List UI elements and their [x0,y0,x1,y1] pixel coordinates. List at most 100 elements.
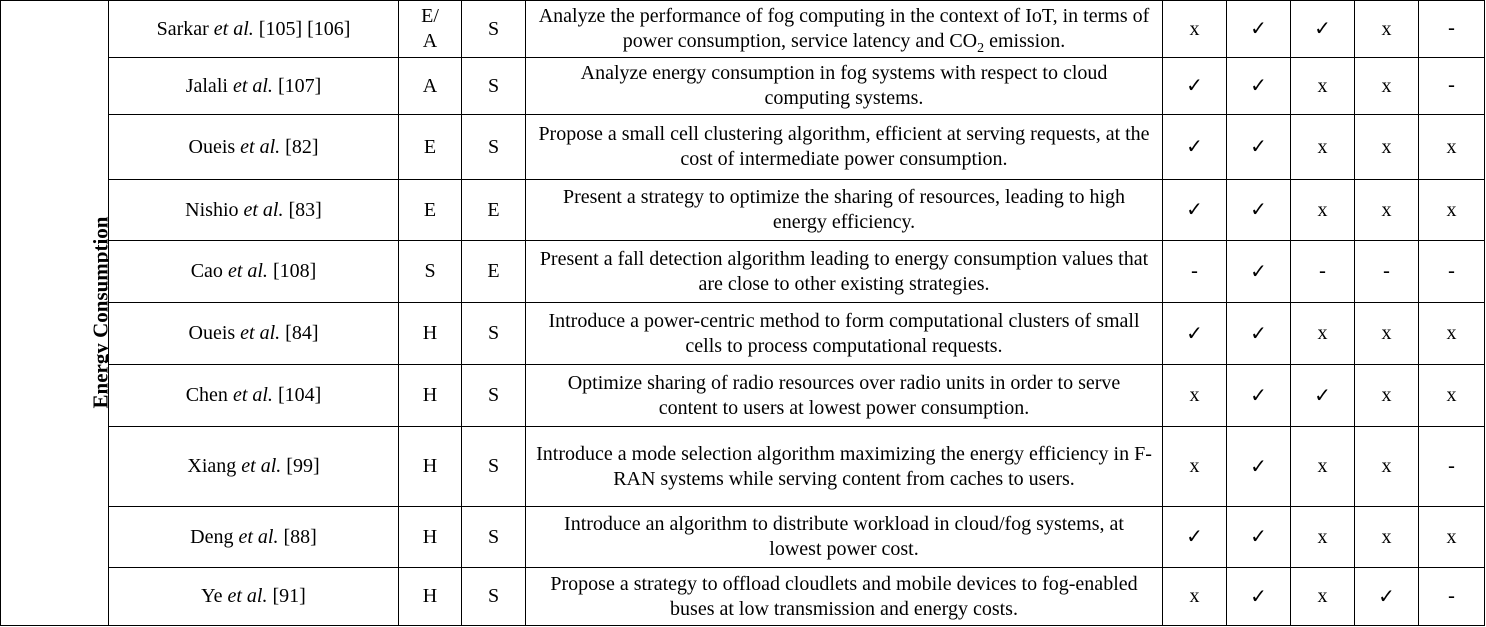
check-mark: ✓ [1250,320,1267,345]
criterion-mark-cell: x [1162,426,1227,507]
reference-cell: Oueis et al. [84] [108,302,399,365]
criterion-mark-cell: x [1290,302,1355,365]
check-mark: ✓ [1250,453,1267,478]
category-label: Energy Consumption [88,216,109,409]
evaluation-cell: S [461,426,526,507]
author-name: Xiang [187,455,237,477]
et-al: et al. [232,384,273,406]
check-mark: ✓ [1250,197,1267,221]
cross-mark: x [1381,74,1392,97]
criterion-mark-cell: x [1290,426,1355,507]
description-subscript: 2 [977,41,985,56]
cross-mark: x [1189,455,1200,477]
criterion-mark-cell: x [1354,426,1419,507]
reference-cell: Nishio et al. [83] [108,179,399,241]
check-mark: ✓ [1314,382,1331,407]
author-name: Nishio [185,198,239,221]
description-cell: Optimize sharing of radio resources over… [525,364,1163,427]
author-name: Sarkar [156,17,209,40]
table-row: Oueis et al. [82] E S Propose a small cell … [1,114,1485,180]
check-mark: ✓ [1250,73,1267,97]
table-row: Chen et al. [104] H S Optimize sharing of r… [1,364,1485,427]
cross-mark: x [1446,525,1457,548]
et-al: et al. [227,260,268,282]
table-row: Oueis et al. [84] H S Introduce a power-cen… [1,302,1485,365]
citation-number: [107] [277,74,322,97]
cross-mark: x [1317,525,1328,548]
table-row: Cao et al. [108] S E Present a fall detecti… [1,240,1485,303]
cross-mark: x [1317,322,1328,344]
criterion-mark-cell: - [1418,240,1485,303]
reference-cell: Cao et al. [108] [108,240,399,303]
cross-mark: x [1381,455,1392,477]
cross-mark: x [1381,198,1392,221]
criterion-mark-cell: x [1290,179,1355,241]
criterion-mark-cell: x [1290,506,1355,568]
criterion-mark-cell: ✓ [1226,567,1291,626]
criterion-mark-cell: ✓ [1162,114,1227,180]
cross-mark: x [1446,384,1457,406]
criterion-mark-cell: ✓ [1226,114,1291,180]
description-cell: Introduce an algorithm to distribute wor… [525,506,1163,568]
dash-mark: - [1447,73,1456,97]
evaluation-cell: S [461,364,526,427]
evaluation-cell: S [461,506,526,568]
table-row: Deng et al. [88] H S Introduce an algorithm… [1,506,1485,568]
criterion-mark-cell: ✓ [1354,567,1419,626]
description-cell: Propose a small cell clustering algorith… [525,114,1163,180]
criterion-mark-cell: - [1418,57,1485,115]
criterion-mark-cell: x [1290,567,1355,626]
criterion-mark-cell: x [1162,0,1227,58]
author-name: Oueis [188,322,236,344]
et-al: et al. [232,74,273,97]
reference-cell: Ye et al. [91] [108,567,399,626]
check-mark: ✓ [1250,134,1267,158]
cross-mark: x [1381,525,1392,548]
description-text: Analyze the performance of fog computing… [538,5,1150,52]
criterion-mark-cell: x [1354,179,1419,241]
type-cell: E [398,114,462,180]
evaluation-cell: S [461,0,526,58]
criterion-mark-cell: x [1162,567,1227,626]
criterion-mark-cell: - [1354,240,1419,303]
check-mark: ✓ [1250,524,1267,548]
criterion-mark-cell: ✓ [1226,0,1291,58]
table-row: Nishio et al. [83] E E Present a strategy t… [1,179,1485,241]
citation-number: [83] [288,198,322,221]
citation-number: [82] [285,135,319,158]
et-al: et al. [213,17,254,40]
cross-mark: x [1446,135,1457,158]
check-mark: ✓ [1250,16,1267,40]
check-mark: ✓ [1314,16,1331,40]
evaluation-cell: E [461,179,526,241]
description-cell: Present a fall detection algorithm leadi… [525,240,1163,303]
evaluation-cell: E [461,240,526,303]
criterion-mark-cell: ✓ [1162,179,1227,241]
citation-number: [99] [286,455,320,477]
check-mark: ✓ [1186,73,1203,97]
cross-mark: x [1317,198,1328,221]
description-cell: Propose a strategy to offload cloudlets … [525,567,1163,626]
et-al: et al. [227,585,268,607]
type-cell: A [398,57,462,115]
reference-cell: Chen et al. [104] [108,364,399,427]
criterion-mark-cell: ✓ [1226,506,1291,568]
criterion-mark-cell: - [1162,240,1227,303]
cross-mark: x [1446,322,1457,344]
criterion-mark-cell: x [1162,364,1227,427]
criterion-mark-cell: - [1418,0,1485,58]
description-cell: Analyze energy consumption in fog system… [525,57,1163,115]
evaluation-cell: S [461,567,526,626]
type-cell: H [398,426,462,507]
author-name: Oueis [188,135,236,158]
check-mark: ✓ [1186,134,1203,158]
table-row: Jalali et al. [107] A S Analyze energy cons… [1,57,1485,115]
type-cell: H [398,567,462,626]
criterion-mark-cell: - [1418,567,1485,626]
criterion-mark-cell: ✓ [1226,240,1291,303]
criterion-mark-cell: x [1354,57,1419,115]
check-mark: ✓ [1186,524,1203,548]
citation-number: [104] [277,384,322,406]
